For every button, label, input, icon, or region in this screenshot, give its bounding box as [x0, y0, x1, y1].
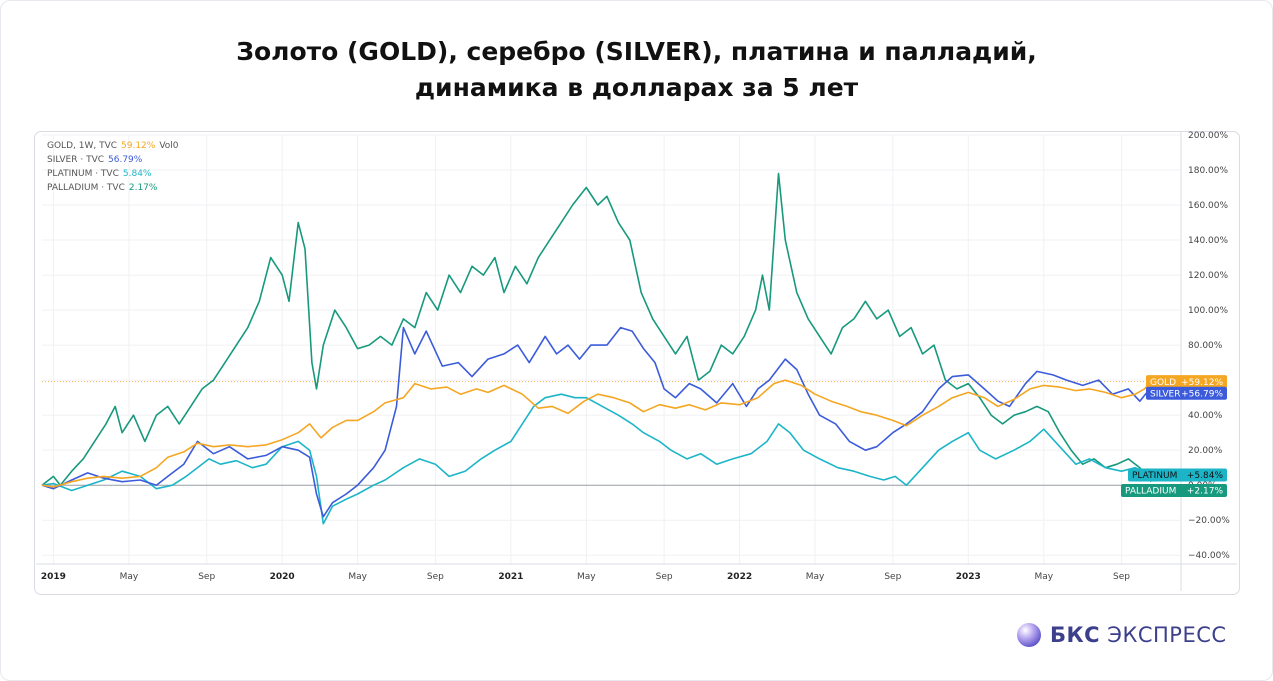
y-tick-label: 140.00% — [1188, 236, 1228, 246]
x-tick-label: Sep — [656, 572, 673, 582]
legend-platinum[interactable]: PLATINUM · TVC 5.84% — [47, 167, 179, 181]
series-line-platinum — [41, 393, 1152, 525]
badge-silver — [1146, 386, 1227, 400]
series-line-gold — [41, 379, 1152, 488]
x-tick-label: 2022 — [727, 572, 752, 582]
badge-silver-value: +56.79% — [1181, 389, 1223, 399]
title-line-2: динамика в долларах за 5 лет — [414, 73, 859, 102]
badge-gold-value: +59.12% — [1181, 378, 1223, 388]
x-tick-label: Sep — [198, 572, 215, 582]
x-tick-label: 2019 — [41, 572, 66, 582]
badge-platinum-label: PLATINUM — [1132, 471, 1177, 481]
legend-silver-value: 56.79% — [108, 155, 143, 165]
bks-logo-icon — [1017, 623, 1041, 647]
badge-platinum — [1128, 468, 1227, 482]
badge-platinum-value: +5.84% — [1187, 471, 1224, 481]
chart-title: Золото (GOLD), серебро (SILVER), платина… — [0, 34, 1273, 106]
x-tick-label: May — [806, 572, 825, 582]
legend-gold-value: 59.12% — [121, 141, 156, 151]
badge-palladium-value: +2.17% — [1187, 487, 1224, 497]
bks-logo-bold: БКС — [1050, 623, 1101, 647]
chart-legend: GOLD, 1W, TVC 59.12% Vol0 SILVER · TVC 56.7… — [47, 139, 179, 195]
legend-gold-label: GOLD, 1W, TVC — [47, 141, 118, 151]
legend-platinum-value: 5.84% — [122, 169, 152, 179]
x-tick-label: Sep — [1113, 572, 1130, 582]
legend-silver-label: SILVER · TVC — [47, 155, 105, 165]
bks-logo-word: ЭКСПРЕСС — [1107, 623, 1227, 647]
bks-logo-text: БКС ЭКСПРЕСС — [1050, 623, 1227, 647]
y-tick-label: 20.00% — [1188, 446, 1223, 456]
legend-palladium-label: PALLADIUM · TVC — [47, 183, 125, 193]
legend-palladium-value: 2.17% — [128, 183, 158, 193]
x-tick-label: Sep — [427, 572, 444, 582]
x-tick-label: 2021 — [498, 572, 523, 582]
x-tick-label: 2023 — [956, 572, 981, 582]
title-line-1: Золото (GOLD), серебро (SILVER), платина… — [236, 37, 1037, 66]
y-tick-label: 100.00% — [1188, 306, 1228, 316]
badge-gold — [1146, 375, 1227, 389]
chart-card — [34, 131, 1240, 595]
y-tick-label: −40.00% — [1188, 551, 1230, 561]
y-tick-label: 180.00% — [1188, 166, 1228, 176]
badge-gold-label: GOLD — [1150, 378, 1176, 388]
x-tick-label: May — [1034, 572, 1053, 582]
x-tick-label: Sep — [884, 572, 901, 582]
legend-palladium[interactable]: PALLADIUM · TVC 2.17% — [47, 181, 179, 195]
x-tick-label: 2020 — [270, 572, 295, 582]
bks-logo: БКС ЭКСПРЕСС — [1016, 620, 1227, 650]
badge-palladium — [1121, 483, 1227, 497]
series-line-silver — [41, 326, 1152, 518]
y-tick-label: −20.00% — [1188, 516, 1230, 526]
legend-gold[interactable]: GOLD, 1W, TVC 59.12% Vol0 — [47, 139, 179, 153]
y-tick-label: 200.00% — [1188, 131, 1228, 141]
legend-silver[interactable]: SILVER · TVC 56.79% — [47, 153, 179, 167]
y-tick-label: 160.00% — [1188, 201, 1228, 211]
y-tick-label: 40.00% — [1188, 411, 1223, 421]
series-line-palladium — [41, 172, 1152, 486]
badge-silver-label: SILVER — [1150, 389, 1181, 399]
y-tick-label: 80.00% — [1188, 341, 1223, 351]
y-tick-label: 120.00% — [1188, 271, 1228, 281]
x-tick-label: May — [577, 572, 596, 582]
legend-platinum-label: PLATINUM · TVC — [47, 169, 119, 179]
badge-palladium-label: PALLADIUM — [1125, 487, 1176, 497]
x-tick-label: May — [120, 572, 139, 582]
x-tick-label: May — [348, 572, 367, 582]
legend-gold-vol: Vol0 — [159, 141, 179, 151]
